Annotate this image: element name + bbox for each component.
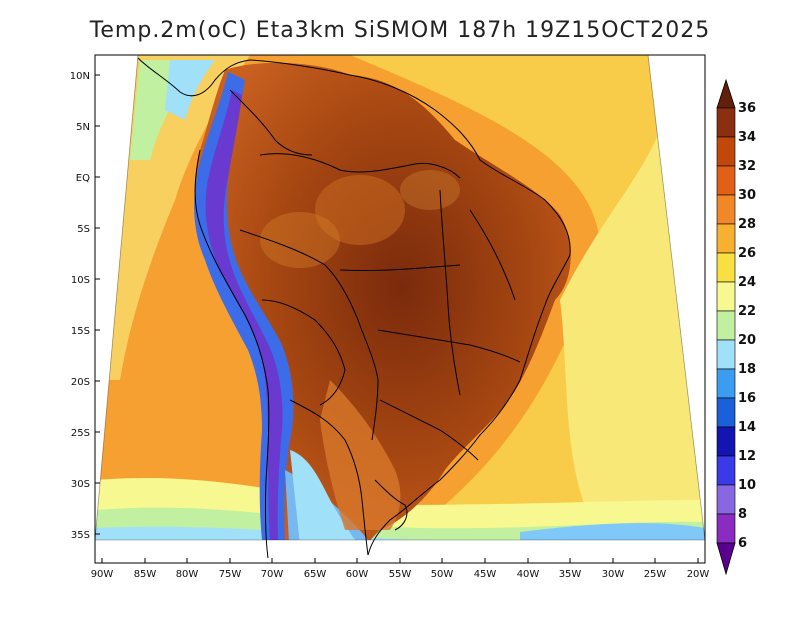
border-states-3 bbox=[469, 209, 516, 301]
lat-label: 5N bbox=[76, 122, 90, 133]
border-states-5 bbox=[379, 399, 479, 461]
colorbar-swatch bbox=[716, 252, 736, 283]
border-brazil-north bbox=[259, 153, 461, 179]
south-cone-orange bbox=[320, 380, 401, 530]
colorbar-label: 10 bbox=[738, 478, 756, 493]
colorbar-swatch bbox=[716, 513, 736, 544]
colorbar-swatch bbox=[716, 165, 736, 196]
south-blue-patch bbox=[520, 523, 705, 540]
lon-label: 30W bbox=[602, 569, 625, 580]
map-title: Temp.2m(oC) Eta3km SiSMOM 187h 19Z15OCT2… bbox=[89, 18, 711, 43]
political-borders bbox=[137, 57, 571, 559]
lon-axis: 90W 85W 80W 75W 70W 65W 60W 55W 50W 45W … bbox=[91, 558, 710, 580]
lat-label: 15S bbox=[71, 326, 90, 337]
lat-label: 10S bbox=[71, 275, 90, 286]
colorbar-arrow-bottom bbox=[716, 542, 736, 576]
border-bolivia bbox=[261, 299, 346, 406]
pacific-cyan-strip bbox=[165, 60, 215, 120]
border-states-4 bbox=[377, 329, 521, 363]
andes-core-band bbox=[205, 90, 283, 540]
lon-label: 90W bbox=[91, 569, 114, 580]
colorbar-label: 12 bbox=[738, 449, 756, 464]
lon-label: 85W bbox=[134, 569, 157, 580]
colorbar-label: 26 bbox=[738, 246, 756, 261]
colorbar-label: 22 bbox=[738, 304, 756, 319]
colorbar-label: 8 bbox=[738, 507, 747, 522]
colorbar-swatch bbox=[716, 484, 736, 515]
colorbar-label: 6 bbox=[738, 536, 747, 551]
colorbar-swatch bbox=[716, 397, 736, 428]
atlantic-pale-band bbox=[560, 130, 705, 540]
colorbar-label: 18 bbox=[738, 362, 756, 377]
colorbar-label: 28 bbox=[738, 217, 756, 232]
border-states-1 bbox=[339, 264, 461, 272]
border-uruguay bbox=[374, 479, 408, 531]
lon-label: 35W bbox=[559, 569, 582, 580]
lon-label: 45W bbox=[474, 569, 497, 580]
colorbar-label: 20 bbox=[738, 333, 756, 348]
colorbar-label: 16 bbox=[738, 391, 756, 406]
lat-label: 20S bbox=[71, 377, 90, 388]
lon-label: 60W bbox=[346, 569, 369, 580]
colorbar-swatch bbox=[716, 281, 736, 312]
colorbar-swatch bbox=[716, 136, 736, 167]
lon-label: 65W bbox=[304, 569, 327, 580]
lon-label: 80W bbox=[176, 569, 199, 580]
colorbar-arrow-top bbox=[716, 78, 736, 109]
colorbar-swatch bbox=[716, 339, 736, 370]
colorbar-swatch bbox=[716, 223, 736, 254]
lon-label: 75W bbox=[219, 569, 242, 580]
colorbar-label: 24 bbox=[738, 275, 756, 290]
lon-label: 50W bbox=[431, 569, 454, 580]
lat-label: 30S bbox=[71, 479, 90, 490]
lat-axis: 10N 5N EQ 5S 10S 15S 20S 25S 30S 35S bbox=[70, 71, 100, 541]
lat-label: EQ bbox=[76, 173, 90, 184]
lat-label: 10N bbox=[70, 71, 90, 82]
colorbar-swatch bbox=[716, 310, 736, 341]
colorbar-label: 34 bbox=[738, 130, 756, 145]
border-states-2 bbox=[439, 189, 461, 396]
lon-label: 40W bbox=[517, 569, 540, 580]
colorbar-label: 36 bbox=[738, 101, 756, 116]
border-brazil-west bbox=[239, 229, 379, 441]
colorbar-label: 30 bbox=[738, 188, 756, 203]
colorbar-swatch bbox=[716, 426, 736, 457]
colorbar-swatch bbox=[716, 107, 736, 138]
lon-label: 20W bbox=[687, 569, 710, 580]
amazon-patch-east bbox=[400, 170, 460, 210]
amazon-patch-west bbox=[260, 212, 340, 268]
lon-label: 25W bbox=[644, 569, 667, 580]
lat-label: 5S bbox=[77, 224, 90, 235]
colorbar: 36 34 32 30 28 26 24 22 20 18 16 14 12 1… bbox=[716, 78, 756, 576]
colorbar-swatch bbox=[716, 368, 736, 399]
border-colombia bbox=[229, 89, 313, 156]
coastline bbox=[137, 57, 571, 556]
temperature-field bbox=[95, 55, 705, 540]
colorbar-swatch bbox=[716, 194, 736, 225]
lon-label: 55W bbox=[389, 569, 412, 580]
west-coastline bbox=[194, 149, 270, 559]
lat-label: 25S bbox=[71, 428, 90, 439]
colorbar-swatch bbox=[716, 455, 736, 486]
border-argentina bbox=[289, 399, 369, 556]
lat-label: 35S bbox=[71, 530, 90, 541]
lon-label: 70W bbox=[261, 569, 284, 580]
colorbar-label: 14 bbox=[738, 420, 756, 435]
colorbar-label: 32 bbox=[738, 159, 756, 174]
amazon-patch bbox=[315, 175, 405, 245]
patagonia-cyan bbox=[290, 450, 355, 540]
